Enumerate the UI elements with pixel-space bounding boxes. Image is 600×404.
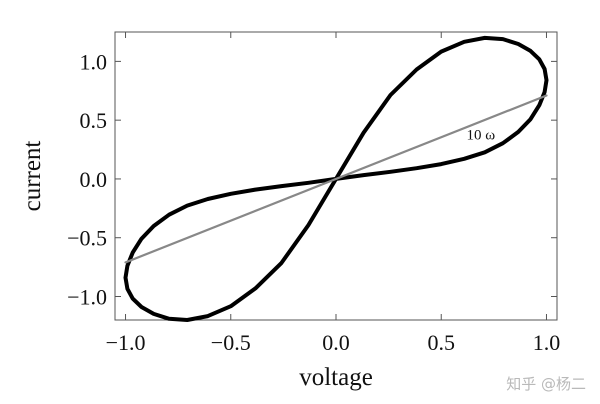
x-tick-label: 1.0 [533,330,561,355]
watermark-text: 知乎 @杨二 [506,375,586,393]
series-annotation: 10 ω [466,127,495,143]
y-tick-label: −1.0 [67,284,107,309]
annotation-layer: 10 ω [466,127,495,143]
y-tick-label: 1.0 [80,49,108,74]
x-tick-label: −1.0 [106,330,146,355]
series-layer [123,35,549,322]
x-axis-label: voltage [299,364,373,391]
y-tick-label: 0.5 [80,108,108,133]
x-tick-label: 0.0 [322,330,350,355]
series-straight-line [124,94,548,264]
x-ticks: −1.0 −0.5 0.0 0.5 1.0 [106,32,561,355]
x-tick-label: −0.5 [211,330,251,355]
y-axis-label: current [19,141,46,212]
y-tick-label: 0.0 [80,167,108,192]
y-ticks: −1.0 −0.5 0.0 0.5 1.0 [67,49,557,309]
y-tick-label: −0.5 [67,226,107,251]
x-tick-label: 0.5 [427,330,455,355]
